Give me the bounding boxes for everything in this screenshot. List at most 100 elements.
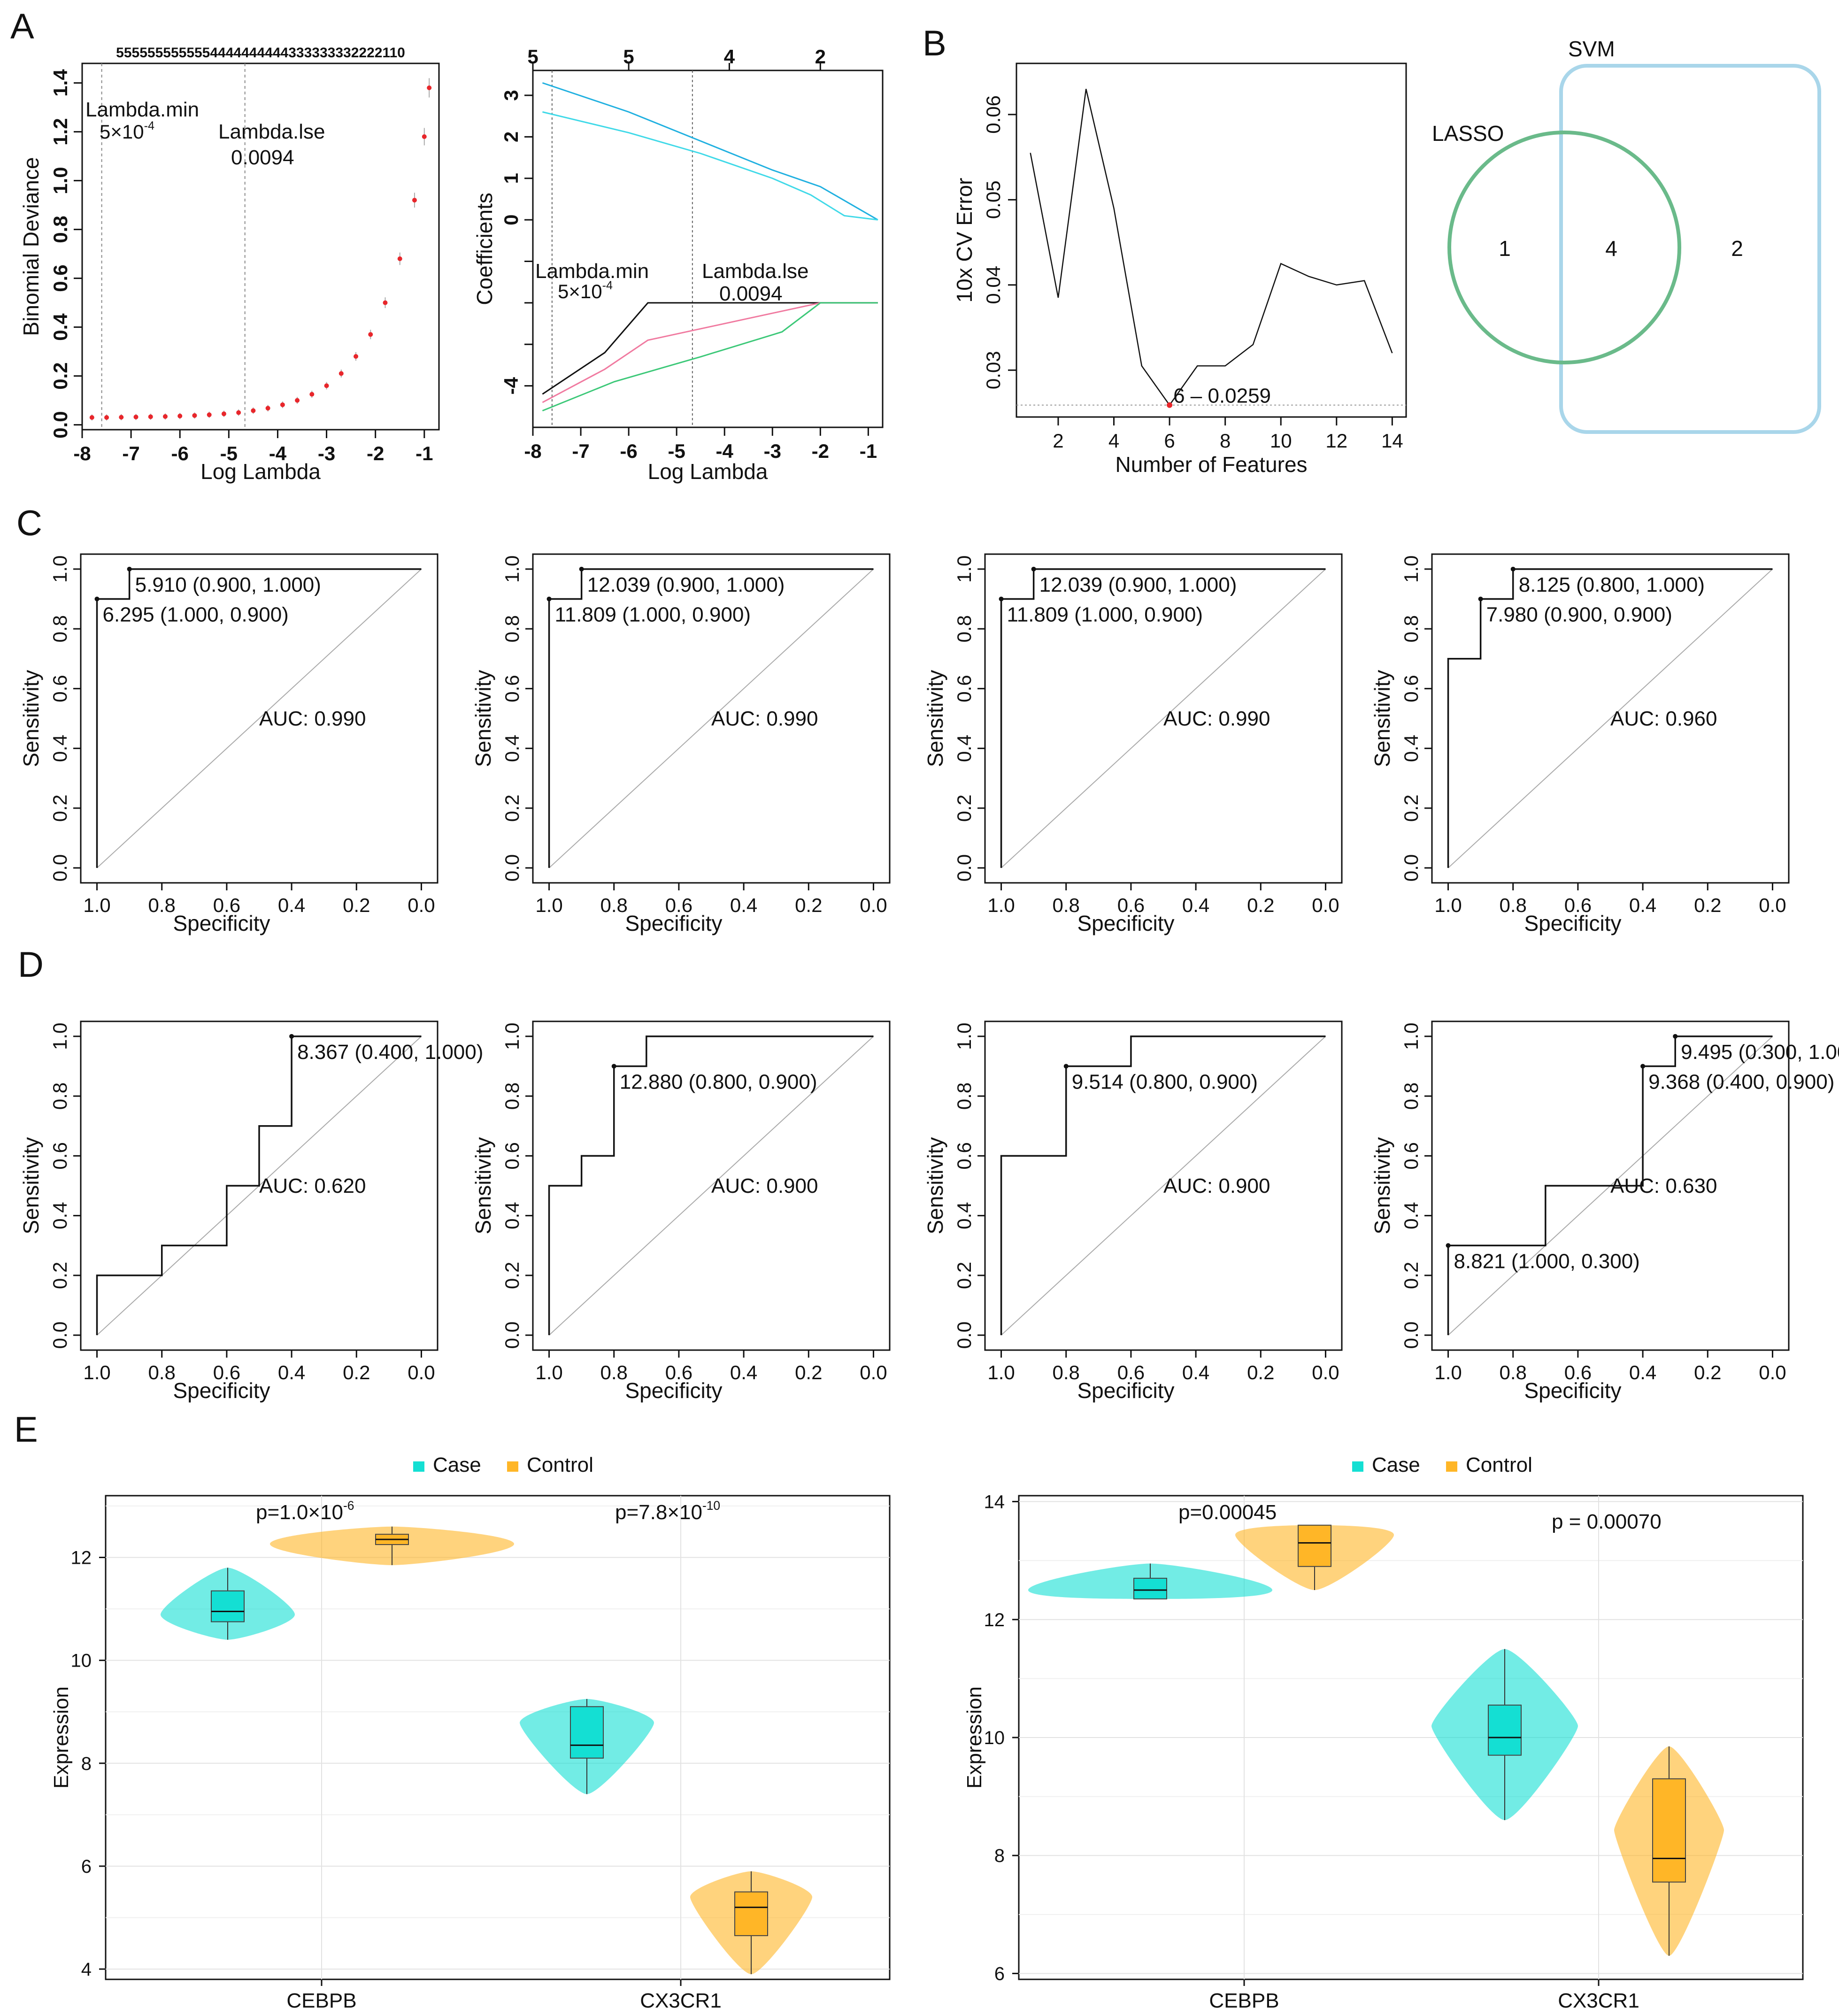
y-axis-label: Sensitivity (923, 1137, 947, 1234)
diagonal-reference (548, 1036, 874, 1336)
y-tick-label: 0.8 (49, 615, 71, 642)
y-tick-label: 4 (81, 1959, 92, 1980)
y-tick-label: 0.8 (49, 1082, 71, 1110)
y-tick-label: 0.6 (1400, 675, 1422, 702)
y-tick-label: 8 (994, 1846, 1005, 1866)
x-tick-label: -3 (764, 440, 781, 462)
deviance-point (177, 413, 183, 418)
x-tick-label: 2 (1053, 430, 1063, 452)
x-tick-label: 0.0 (1759, 1361, 1786, 1383)
y-tick-label: 0.0 (953, 1321, 975, 1349)
x-tick-label: 0.2 (1694, 1361, 1721, 1383)
y-tick-label: 0.2 (49, 362, 71, 389)
plot-frame (984, 553, 1343, 884)
x-tick-label: -8 (524, 440, 541, 462)
x-tick-label: -3 (318, 442, 335, 464)
x-tick-label: 0.4 (1182, 1361, 1209, 1383)
plot-frame (80, 1020, 439, 1351)
y-tick-label: 1.0 (1400, 1023, 1422, 1050)
x-tick-label: 14 (1381, 430, 1403, 452)
plot-frame (984, 1020, 1343, 1351)
x-tick-label: 0.4 (730, 894, 757, 916)
y-tick-label: 6 (81, 1856, 92, 1877)
y-tick-label: 8 (81, 1753, 92, 1774)
legend-control: Control (1466, 1453, 1532, 1476)
threshold-label: 6.295 (1.000, 0.900) (103, 603, 289, 626)
x-tick-label: 0.0 (1312, 894, 1339, 916)
y-tick-label: 0.6 (501, 675, 523, 702)
y-tick-label: 0.0 (1400, 854, 1422, 881)
x-tick-label: -8 (73, 442, 91, 464)
legend-swatch-control (507, 1461, 518, 1472)
category-label: CEBPB (1209, 1989, 1279, 2012)
x-tick-label: -4 (716, 440, 734, 462)
y-axis-label: Sensitivity (1370, 670, 1394, 767)
box-case (211, 1590, 245, 1622)
deviance-point (221, 411, 226, 417)
deviance-point (192, 413, 197, 418)
y-tick-label: 1 (500, 173, 522, 184)
x-tick-label: 0.0 (1759, 894, 1786, 916)
y-tick-label: 0.8 (1400, 1082, 1422, 1110)
box-case (1488, 1704, 1522, 1756)
y-tick-label: 0.4 (953, 734, 975, 762)
threshold-point (1063, 1064, 1069, 1069)
p-value-label: p=1.0×10-6 (256, 1498, 354, 1524)
coef-path-pink (542, 302, 878, 403)
y-tick-label: 1.0 (501, 1023, 523, 1050)
lasso-set (1447, 131, 1681, 364)
top-tick-label: 5 (527, 46, 538, 68)
plot-frame (81, 62, 440, 431)
roc-d2: 1.0 0.8 0.6 0.4 0.2 0.0 0.0 0.2 0.4 0.6 0.8 1.0 Spec… (471, 1020, 891, 1403)
lambda-min-label: Lambda.min (85, 98, 199, 121)
lambda-min-value-exp: -4 (602, 279, 613, 292)
y-tick-label: -4 (500, 377, 522, 394)
y-tick-label: 0.6 (1400, 1142, 1422, 1169)
deviance-point (354, 354, 359, 359)
threshold-label: 11.809 (1.000, 0.900) (555, 603, 751, 626)
threshold-label: 9.514 (0.800, 0.900) (1072, 1070, 1258, 1093)
auc-label: AUC: 0.620 (259, 1174, 366, 1197)
x-tick-label: 0.6 (1117, 1361, 1145, 1383)
threshold-point (999, 596, 1004, 602)
coef-path-cyan (542, 111, 878, 221)
y-tick-label: 1.2 (49, 118, 71, 145)
threshold-label: 12.039 (0.900, 1.000) (587, 573, 785, 596)
x-tick-label: 0.8 (1500, 1361, 1527, 1383)
top-counts: 5555555555554444444444333333332222110 (116, 45, 405, 61)
x-tick-label: 0.0 (860, 1361, 887, 1383)
x-tick-label: 0.4 (1182, 894, 1209, 916)
y-tick-label: 10 (71, 1651, 92, 1671)
deviance-point (397, 256, 402, 261)
x-tick-label: 0.0 (408, 894, 435, 916)
panel-label-b: B (923, 23, 946, 63)
threshold-point (546, 596, 552, 602)
auc-label: AUC: 0.900 (711, 1174, 818, 1197)
x-tick-label: 0.6 (1117, 894, 1145, 916)
x-tick-label: 0.2 (795, 1361, 822, 1383)
roc-d3: 1.0 0.8 0.6 0.4 0.2 0.0 0.0 0.2 0.4 0.6 0.8 1.0 Spec… (923, 1020, 1343, 1403)
x-tick-label: 0.2 (343, 894, 370, 916)
x-tick-label: 0.6 (665, 1361, 693, 1383)
deviance-point (324, 383, 329, 388)
roc-c1: 1.0 0.8 0.6 0.4 0.2 0.0 0.0 0.2 0.4 0.6 0.8 1.0 Spec… (19, 553, 439, 935)
lambda-min-value-exp: -4 (144, 119, 154, 132)
lambda-min-value: 5×10-4 (100, 119, 154, 143)
plot-frame (532, 1020, 891, 1351)
y-tick-label: 0.0 (49, 854, 71, 881)
auc-label: AUC: 0.990 (711, 707, 818, 730)
x-tick-label: 0.6 (213, 1361, 240, 1383)
deviance-point (427, 85, 432, 90)
x-tick-label: 0.8 (600, 1361, 628, 1383)
threshold-point (94, 596, 100, 602)
y-tick-label: 0.03 (982, 351, 1004, 389)
panel-label-d: D (18, 945, 44, 985)
deviance-point (368, 332, 373, 337)
deviance-point (162, 414, 168, 419)
p-value-label-base: p=1.0×10 (256, 1501, 343, 1524)
p-value-label: p = 0.00070 (1552, 1510, 1662, 1533)
venn-count-lasso-only: 1 (1499, 236, 1511, 261)
legend-control: Control (527, 1453, 593, 1476)
x-tick-label: 10 (1270, 430, 1292, 452)
roc-curve (96, 568, 422, 868)
